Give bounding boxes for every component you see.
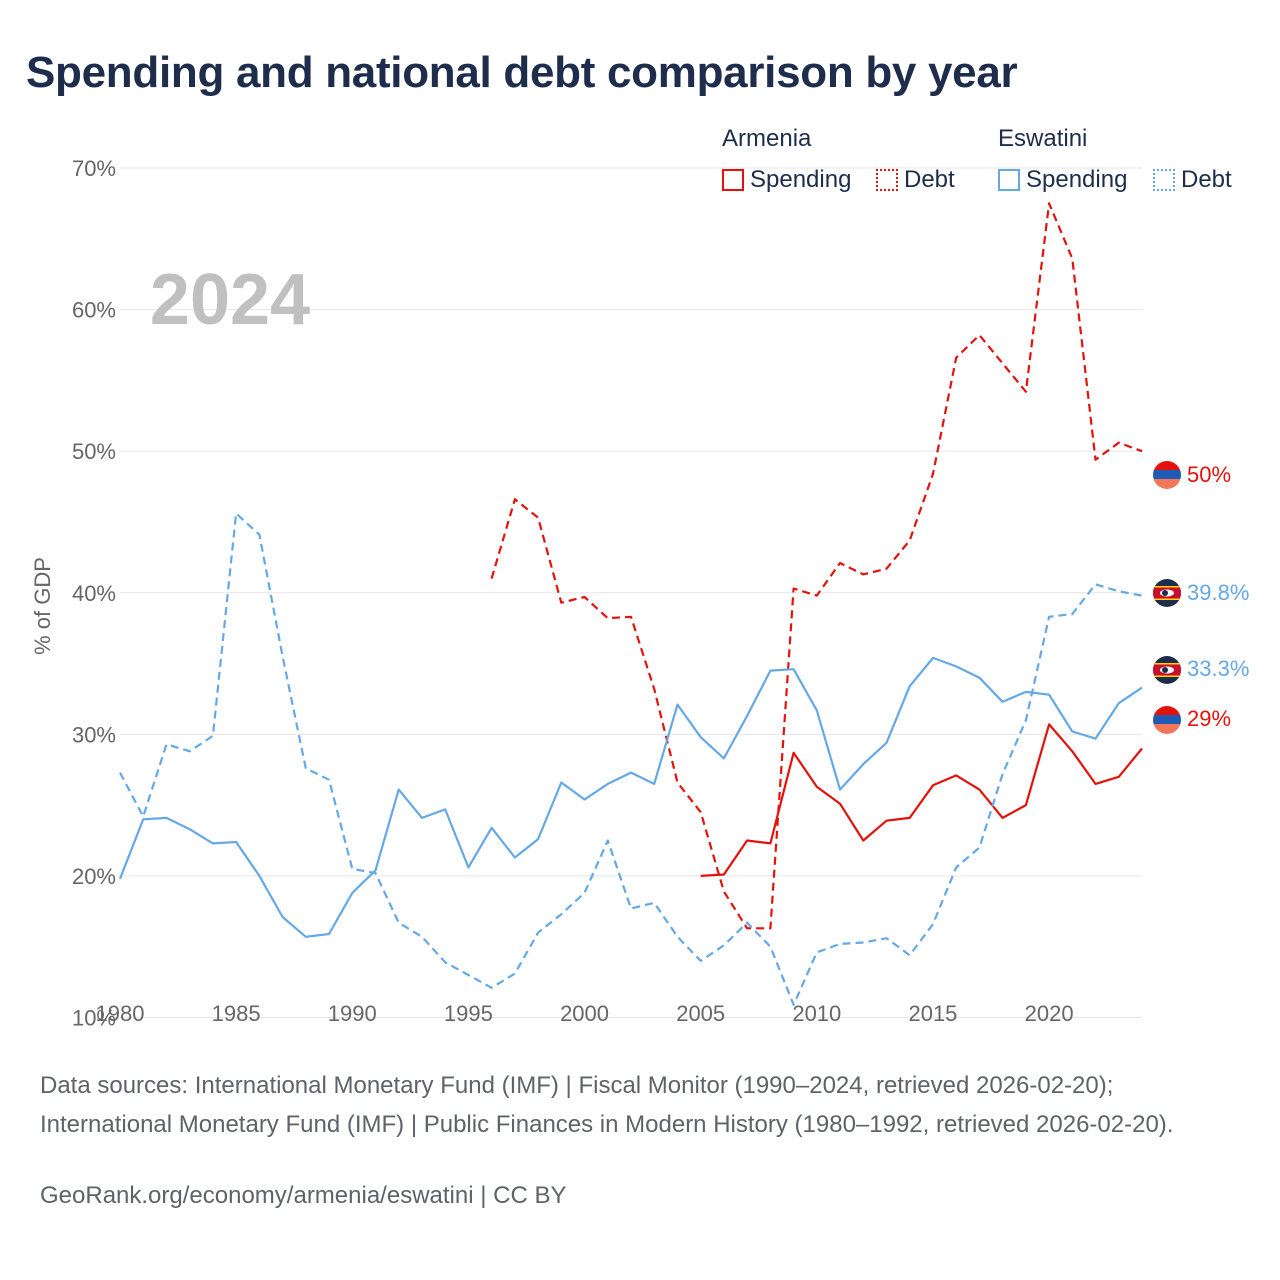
series-line-armenia-spending[interactable] [700, 723, 1143, 877]
legend-eswatini-spending-label: Spending [1026, 166, 1128, 193]
series-line-armenia-debt[interactable] [490, 202, 1143, 930]
y-axis-label: % of GDP [30, 557, 55, 655]
legend-eswatini-debt-label: Debt [1181, 166, 1232, 193]
x-tick-label: 1985 [212, 1001, 261, 1026]
legend-group-armenia: Armenia [722, 125, 812, 152]
y-tick-label: 20% [72, 864, 116, 889]
y-tick-label: 70% [72, 156, 116, 181]
x-tick-label: 2010 [792, 1001, 841, 1026]
end-label-eswatini-debt: 39.8% [1187, 580, 1249, 605]
x-tick-label: 2000 [560, 1001, 609, 1026]
x-tick-label: 2015 [908, 1001, 957, 1026]
y-tick-label: 10% [72, 1006, 116, 1031]
eswatini-flag-icon [1153, 656, 1181, 684]
legend-group-eswatini: Eswatini [998, 125, 1088, 152]
legend-eswatini-debt[interactable]: Debt [1153, 166, 1232, 194]
x-tick-label: 2005 [676, 1001, 725, 1026]
year-watermark: 2024 [150, 260, 310, 340]
y-tick-label: 50% [72, 439, 116, 464]
line-chart: 10% 20% 30% 40% 50% 60% 70% 1980 1985 1990 1995 200… [30, 156, 1249, 1031]
data-sources: Data sources: International Monetary Fun… [40, 1072, 1174, 1138]
legend-armenia-debt-label: Debt [904, 166, 955, 193]
y-tick-label: 60% [72, 298, 116, 323]
armenia-flag-icon [1153, 706, 1181, 734]
x-tick-label: 1995 [444, 1001, 493, 1026]
solid-line-swatch-icon [722, 169, 744, 191]
legend-armenia-spending-label: Spending [750, 166, 852, 193]
armenia-flag-icon [1153, 461, 1181, 489]
dotted-line-swatch-icon [1153, 169, 1175, 191]
legend-armenia-spending[interactable]: Spending [722, 166, 851, 194]
end-label-armenia-spending: 29% [1187, 706, 1231, 731]
legend-eswatini-spending[interactable]: Spending [998, 166, 1127, 194]
x-tick-label: 2020 [1025, 1001, 1074, 1026]
end-label-eswatini-spending: 33.3% [1187, 656, 1249, 681]
y-tick-label: 40% [72, 581, 116, 606]
credit-link[interactable]: GeoRank.org/economy/armenia/eswatini | C… [40, 1182, 567, 1209]
end-label-armenia-debt: 50% [1187, 462, 1231, 487]
x-tick-label: 1980 [96, 1001, 145, 1026]
series-line-eswatini-debt[interactable] [119, 512, 1143, 1006]
series-line-eswatini-spending[interactable] [118, 656, 1143, 938]
dotted-line-swatch-icon [876, 169, 898, 191]
solid-line-swatch-icon [998, 169, 1020, 191]
y-tick-label: 30% [72, 722, 116, 747]
x-tick-label: 1990 [328, 1001, 377, 1026]
legend-armenia-debt[interactable]: Debt [876, 166, 955, 194]
eswatini-flag-icon [1153, 579, 1181, 607]
chart-title: Spending and national debt comparison by… [26, 48, 1018, 97]
